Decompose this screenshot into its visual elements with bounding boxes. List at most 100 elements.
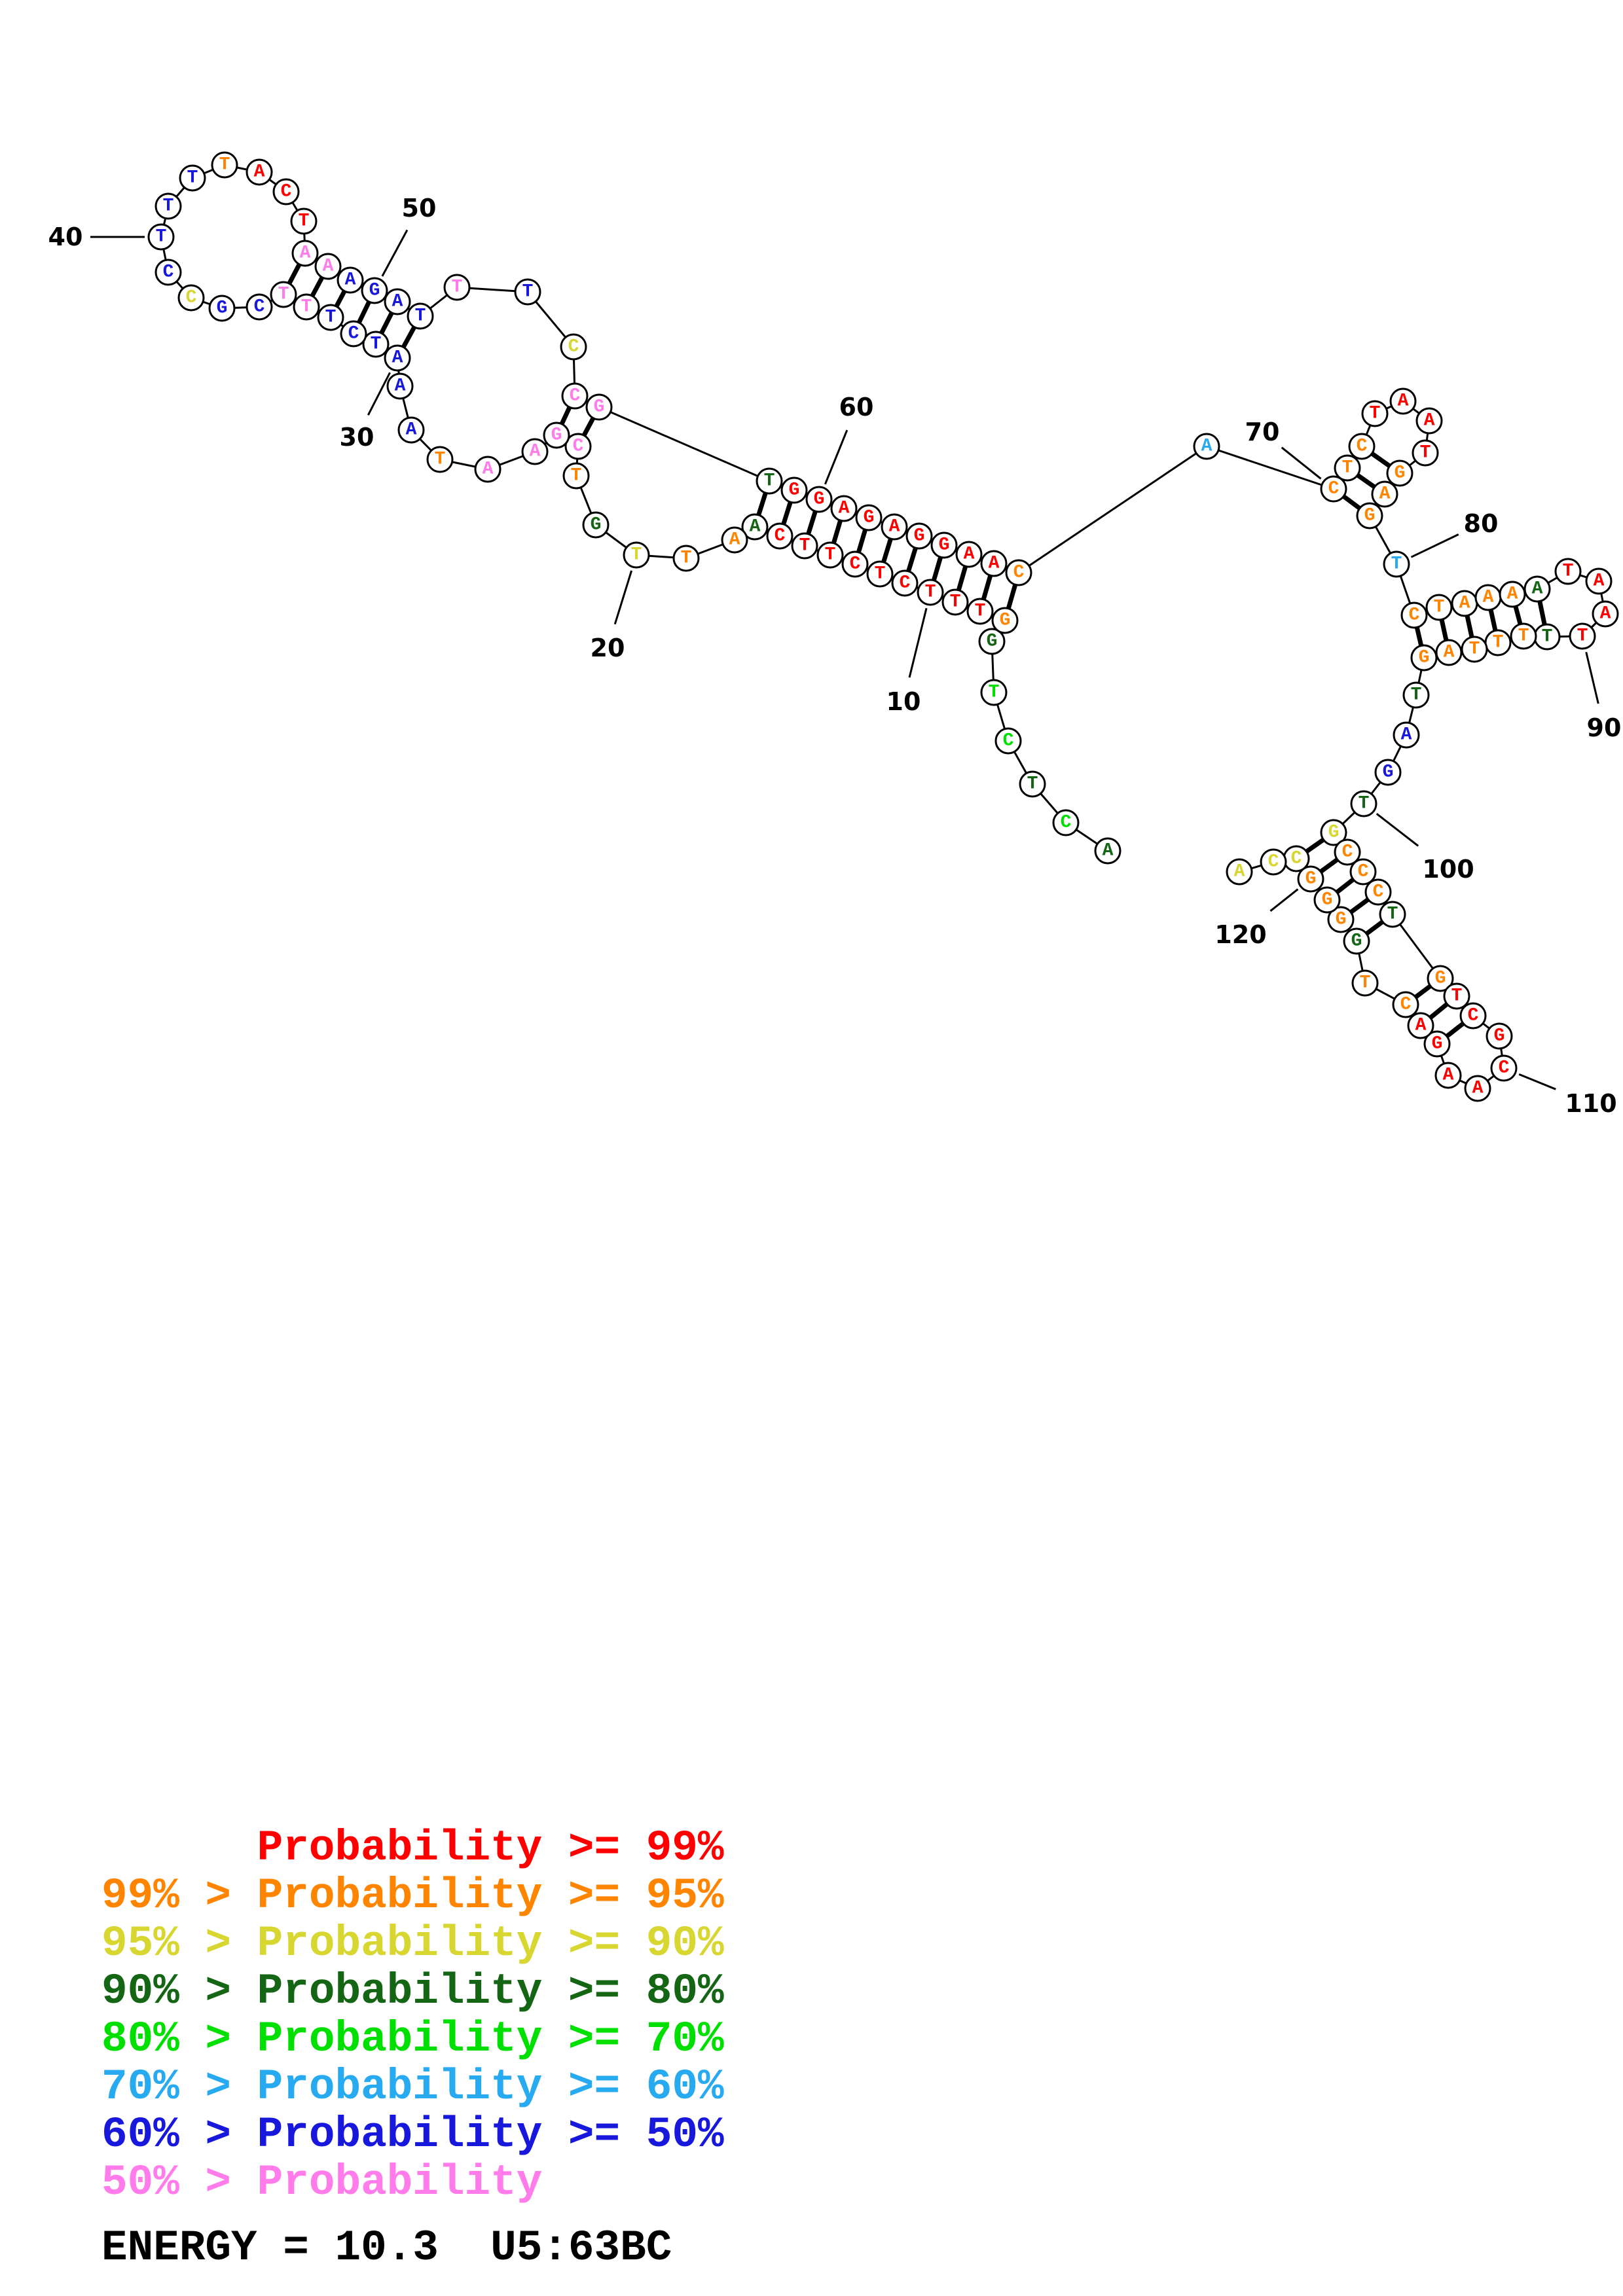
- nucleotide-base: A: [729, 530, 740, 550]
- nucleotide-circle: [805, 486, 833, 513]
- nucleotide-circle: [816, 541, 844, 569]
- nucleotide-circle: [443, 274, 471, 301]
- legend-row: 70% > Probability >= 60%: [101, 2062, 724, 2111]
- nucleotide-base: T: [522, 282, 534, 302]
- nucleotide-base: G: [1328, 823, 1340, 843]
- nucleotide-circle: [1019, 770, 1046, 798]
- nucleotide-base: C: [348, 324, 359, 344]
- nucleotide-base: C: [570, 386, 581, 406]
- nucleotide-base: G: [1336, 910, 1347, 930]
- label-pointer-line: [613, 570, 633, 625]
- nucleotide-circles: ACTCTGGTTTCTCTTCAATTGTCGAATAAATCTTTCGCCT…: [147, 151, 1619, 1102]
- nucleotide-base: C: [1409, 605, 1420, 626]
- nucleotide-base: T: [1370, 404, 1381, 424]
- nucleotide-circle: [1350, 790, 1377, 817]
- nucleotide-circle: [155, 259, 182, 286]
- nucleotide-circle: [426, 446, 454, 473]
- nucleotide-circle: [1423, 1030, 1451, 1058]
- nucleotide-base: G: [1494, 1026, 1505, 1047]
- nucleotide-circle: [386, 372, 414, 400]
- nucleotide-base: C: [1373, 882, 1384, 903]
- nucleotide-base: T: [631, 545, 642, 565]
- nucleotide-base: A: [1472, 1079, 1484, 1099]
- nucleotide-circle: [978, 628, 1006, 655]
- nucleotide-base: T: [681, 548, 692, 569]
- nucleotide-circle: [564, 433, 592, 460]
- nucleotide-circle: [361, 277, 388, 304]
- nucleotide-base: A: [889, 517, 900, 537]
- nucleotide-base: C: [1268, 852, 1279, 872]
- nucleotide-base: G: [1435, 969, 1446, 989]
- nucleotide-base: G: [789, 480, 800, 501]
- nucleotide-circle: [155, 192, 182, 220]
- label-pointer-line: [908, 607, 928, 678]
- nucleotide-base: G: [1364, 506, 1376, 526]
- nucleotide-base: T: [452, 278, 463, 298]
- legend-row: 95% > Probability >= 90%: [101, 1919, 724, 1968]
- nucleotide-circle: [1407, 1012, 1434, 1039]
- nucleotide-base: C: [1468, 1006, 1479, 1026]
- nucleotide-circle: [561, 382, 589, 410]
- label-pointer-line: [1269, 888, 1299, 912]
- position-label: 30: [340, 423, 374, 452]
- label-pointer-lines: [90, 229, 1599, 1090]
- nucleotide-base: A: [323, 257, 334, 277]
- nucleotide-base: T: [1451, 986, 1463, 1007]
- legend-row: 99% > Probability >= 95%: [101, 1871, 724, 1920]
- nucleotide-circle: [521, 438, 549, 465]
- nucleotide-base: C: [1499, 1058, 1510, 1079]
- nucleotide-circle: [855, 504, 883, 531]
- nucleotide-circle: [1364, 878, 1392, 906]
- nucleotide-base: C: [573, 437, 584, 457]
- nucleotide-circle: [246, 158, 273, 186]
- nucleotide-circle: [293, 293, 320, 321]
- nucleotide-base: G: [914, 526, 925, 547]
- nucleotide-circle: [994, 727, 1022, 755]
- nucleotide-base: A: [1401, 725, 1412, 745]
- backbone-segment: [1018, 445, 1207, 574]
- nucleotide-circle: [1410, 644, 1438, 672]
- nucleotide-base: A: [1532, 579, 1543, 600]
- nucleotide-base: T: [187, 168, 198, 188]
- nucleotide-base: T: [799, 536, 811, 556]
- nucleotide-base: T: [975, 601, 986, 622]
- position-label: 110: [1565, 1089, 1616, 1118]
- nucleotide-circle: [585, 393, 613, 421]
- nucleotide-circle: [1052, 809, 1080, 836]
- nucleotide-circle: [397, 416, 425, 444]
- nucleotide-base: G: [814, 490, 825, 510]
- nucleotide-base: C: [254, 297, 265, 317]
- nucleotide-circle: [147, 223, 175, 251]
- legend-row: Probability >= 99%: [257, 1823, 724, 1873]
- nucleotide-base: T: [163, 196, 174, 217]
- nucleotide-circle: [1383, 550, 1410, 578]
- nucleotide-base: A: [395, 376, 406, 397]
- nucleotide-circle: [1400, 601, 1428, 629]
- nucleotide-circle: [966, 598, 994, 625]
- nucleotide-circle: [211, 151, 238, 179]
- nucleotide-circle: [1393, 721, 1420, 749]
- nucleotide-base: T: [1411, 685, 1422, 706]
- nucleotide-circle: [881, 513, 908, 541]
- nucleotide-circle: [582, 511, 610, 539]
- nucleotide-circle: [791, 532, 818, 560]
- nucleotide-base: G: [939, 535, 950, 556]
- nucleotide-base: T: [1360, 973, 1371, 994]
- nucleotide-base: T: [325, 308, 337, 328]
- nucleotide-circle: [1374, 759, 1402, 786]
- nucleotide-base: C: [1342, 842, 1353, 863]
- nucleotide-circle: [905, 522, 933, 550]
- nucleotide-base: T: [925, 583, 936, 603]
- nucleotide-circle: [562, 462, 590, 490]
- nucleotide-circle: [1592, 600, 1619, 628]
- nucleotide-circle: [866, 560, 894, 588]
- nucleotide-base: C: [186, 288, 197, 308]
- nucleotide-circle: [1499, 581, 1526, 608]
- nucleotide-circle: [1327, 906, 1355, 933]
- nucleotide-base: C: [1400, 995, 1412, 1015]
- nucleotide-circle: [208, 295, 236, 322]
- nucleotide-base: G: [987, 632, 998, 652]
- nucleotide-circle: [1569, 622, 1596, 650]
- nucleotide-base: T: [278, 285, 289, 305]
